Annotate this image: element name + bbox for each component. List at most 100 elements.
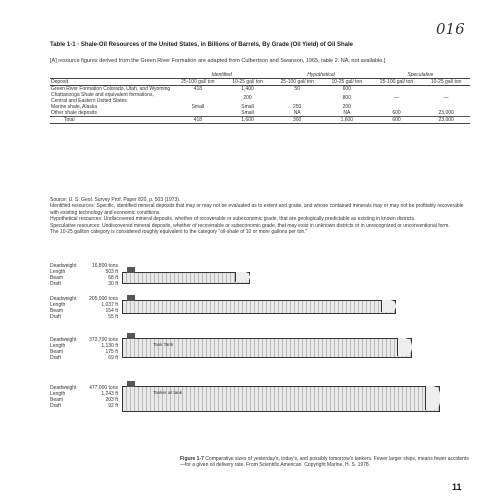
ship-bow <box>397 338 412 356</box>
table-cell: Small <box>241 104 254 110</box>
col-header: 10-25 gal/ ton <box>323 78 371 86</box>
stat-value: 30 ft <box>108 281 118 287</box>
footnote: The 10-25 gal/ton category is considered… <box>50 229 308 236</box>
stat-value: 203 ft <box>105 397 118 403</box>
table-cell: 418 <box>193 86 203 92</box>
table-cell: 418 <box>172 116 224 124</box>
table-cell: 600 <box>342 86 351 92</box>
table-cell: 1,600 <box>223 116 272 124</box>
figure-caption: Figure 1-7 Comparative sizes of yesterda… <box>180 456 470 469</box>
table-cell <box>271 92 323 104</box>
footnote: Hypothetical resources: Undiscovered min… <box>50 216 416 223</box>
deposit-name: Green River Formation Colorado, Utah, an… <box>51 86 171 92</box>
stat-label: Length <box>50 269 66 275</box>
stat-label: Deadweight <box>50 263 77 269</box>
stat-value: 205,000 tons <box>89 296 118 302</box>
stat-label: Length <box>50 302 66 308</box>
table-cell <box>172 92 224 104</box>
table-group-header-row: Identified Hypothetical Speculative <box>50 72 470 79</box>
stat-label: Draft <box>50 355 61 361</box>
table-cell: 23,000 <box>422 116 470 124</box>
table-cell: NA <box>343 110 351 116</box>
table-cell: 250 <box>293 104 302 110</box>
stat-label: Beam <box>50 275 64 281</box>
stat-label: Draft <box>50 281 61 287</box>
table-row: Marine shale, Alaska Small Small 250 200 <box>50 104 470 110</box>
table-cell: 600 <box>392 110 401 116</box>
ship-stats: Deadweight 16,800 tons Length 503 ft Beam 6… <box>50 263 118 287</box>
table-cell: 50 <box>294 86 300 92</box>
stat-label: Draft <box>50 314 61 320</box>
stat-label: Beam <box>50 308 64 314</box>
stat-value: 1,243 ft <box>101 391 118 397</box>
deckhouse <box>127 333 135 339</box>
stat-value: 16,800 tons <box>91 263 118 269</box>
group-speculative: Speculative <box>370 72 470 79</box>
group-identified: Identified <box>172 72 272 79</box>
ship-bow <box>381 300 396 312</box>
col-header: 10-25 gal/ ton <box>422 78 470 86</box>
ship-label: Tanker oil tank <box>153 390 183 395</box>
ship-label: Tank Tank <box>153 342 174 347</box>
deckhouse <box>127 295 135 301</box>
stat-label: Length <box>50 391 66 397</box>
table-notes: Source: U. S. Geol. Survey Prof. Paper 8… <box>50 197 470 235</box>
deposit-name: Chattanooga Shale and equivalent formati… <box>51 92 154 104</box>
col-deposit: Deposit <box>50 78 172 86</box>
deposit-name: Other shale deposits <box>51 110 97 116</box>
stat-value: 175 ft <box>105 349 118 355</box>
col-header: 25-100 gal/ ton <box>370 78 423 86</box>
table-cell: 800 <box>342 95 351 101</box>
stat-value: 1,037 ft <box>101 302 118 308</box>
table-cell: 300 <box>271 116 324 124</box>
deckhouse <box>127 381 135 387</box>
table-cell: 1,400 <box>241 86 254 92</box>
figure-caption-text: Comparative sizes of yesterday's, today'… <box>180 456 469 469</box>
page-number-bottom: 11 <box>452 482 462 492</box>
stat-value: 477,000 tons <box>89 385 118 391</box>
stat-value: 154 ft <box>105 308 118 314</box>
stat-label: Deadweight <box>50 385 77 391</box>
tanker-3-silhouette: Tank Tank <box>122 333 412 358</box>
resources-table: Identified Hypothetical Speculative Depo… <box>50 72 470 124</box>
page-number-top: 016 <box>436 20 465 38</box>
tanker-1-silhouette <box>122 267 250 284</box>
table-cell: — <box>394 95 399 101</box>
stat-value: 69 ft <box>108 355 118 361</box>
table-cell: Small <box>241 110 254 116</box>
stat-value: 92 ft <box>108 403 118 409</box>
table-total-row: Total 418 1,600 300 1,600 600 23,000 <box>50 116 470 124</box>
table-row: Green River Formation Colorado, Utah, an… <box>50 86 470 93</box>
group-hypothetical: Hypothetical <box>271 72 371 79</box>
col-header: 10-25 gal/ ton <box>223 78 272 86</box>
table-cell: 1,600 <box>323 116 371 124</box>
tanker-4-silhouette: Tanker oil tank <box>122 381 440 412</box>
deposit-name: Total <box>50 116 172 124</box>
ship-stats: Deadweight 372,700 tons Length 1,130 ft Be… <box>50 337 118 361</box>
col-header: 25-100 gal/ ton <box>172 78 224 86</box>
table-title: Table 1-1 · Shale-Oil Resources of the U… <box>50 42 353 48</box>
table-cell: — <box>443 95 449 101</box>
tanker-2-silhouette <box>122 295 396 314</box>
stat-value: 68 ft <box>108 275 118 281</box>
stat-label: Deadweight <box>50 337 77 343</box>
col-header: 25-100 gal/ ton <box>271 78 324 86</box>
ship-stats: Deadweight 477,000 tons Length 1,243 ft Be… <box>50 385 118 409</box>
ship-bow <box>425 386 440 410</box>
table-lede: [A] resource figures derived from the Gr… <box>50 58 386 64</box>
stat-label: Beam <box>50 349 64 355</box>
stat-label: Length <box>50 343 66 349</box>
table-cell: NA <box>293 110 301 116</box>
table-cell: 23,000 <box>438 110 454 116</box>
ship-stats: Deadweight 205,000 tons Length 1,037 ft Be… <box>50 296 118 320</box>
table-cell: 200 <box>342 104 351 110</box>
stat-value: 372,700 tons <box>89 337 118 343</box>
deckhouse <box>127 267 135 273</box>
table-column-header-row: Deposit 25-100 gal/ ton 10-25 gal/ ton 2… <box>50 78 470 86</box>
table-row: Other shale deposits Small NA NA 600 23,… <box>50 110 470 117</box>
stat-label: Deadweight <box>50 296 77 302</box>
figure-label: Figure 1-7 <box>180 456 204 462</box>
stat-value: 503 ft <box>105 269 118 275</box>
table-cell: 600 <box>370 116 423 124</box>
footnote: Speculative resources: Undiscovered mine… <box>50 222 450 229</box>
